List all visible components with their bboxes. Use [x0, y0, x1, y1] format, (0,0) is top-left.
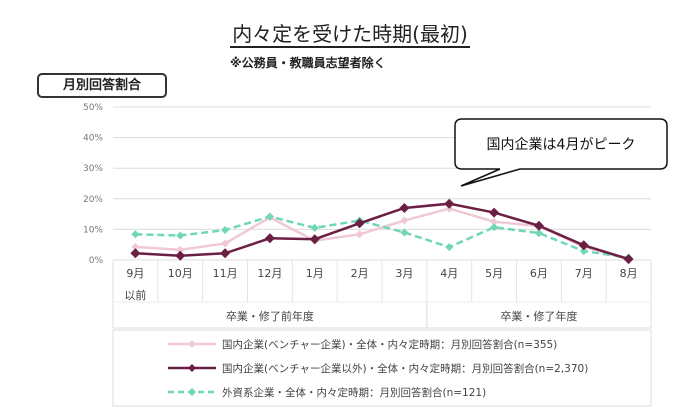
data-point — [131, 242, 140, 251]
legend-box — [112, 329, 652, 407]
unit-label: 月別回答割合 — [37, 73, 167, 98]
y-tick-label: 50% — [83, 103, 103, 113]
y-tick-label: 0% — [89, 256, 104, 266]
chart-subtitle: ※公務員・教職員志望者除く — [230, 56, 386, 70]
data-point — [309, 234, 320, 245]
data-point — [490, 223, 499, 232]
data-point — [354, 218, 365, 229]
legend-marker — [188, 388, 196, 396]
x-tick-label: 11月 — [213, 267, 238, 280]
data-point — [176, 245, 185, 254]
series-line — [135, 215, 629, 259]
y-tick-label: 10% — [83, 225, 103, 235]
callout-bubble: 国内企業は4月がピーク — [454, 118, 668, 187]
data-point — [489, 207, 500, 218]
data-point — [176, 231, 185, 240]
data-point — [490, 217, 499, 226]
data-point — [310, 223, 319, 232]
legend-label: 国内企業(ベンチャー企業以外)・全体・内々定時期：月別回答割合(n=2,370) — [222, 362, 588, 375]
data-point — [131, 230, 140, 239]
y-tick-label: 30% — [83, 164, 103, 174]
data-point — [534, 229, 543, 238]
data-point — [444, 198, 455, 209]
x-tick-label: 6月 — [530, 267, 548, 280]
x-tick-label: 1月 — [306, 267, 324, 280]
x-tick-label: 3月 — [395, 267, 413, 280]
data-point — [400, 216, 409, 225]
data-point — [264, 233, 275, 244]
series-line — [135, 202, 629, 261]
x-tick-label: 8月 — [620, 267, 638, 280]
data-point — [579, 247, 588, 256]
data-point — [221, 226, 230, 235]
x-tick-label: 4月 — [440, 267, 458, 280]
data-point — [265, 212, 274, 221]
y-tick-label: 40% — [83, 134, 103, 144]
x-tick-label: 5月 — [485, 267, 503, 280]
data-point — [220, 248, 231, 259]
legend-marker — [188, 364, 196, 372]
y-tick-label: 20% — [83, 195, 103, 205]
data-point — [533, 220, 544, 231]
data-point — [578, 240, 589, 251]
legend-label: 外資系企業・全体・内々定時期：月別回答割合(n=121) — [222, 386, 486, 399]
legend-label: 国内企業(ベンチャー企業)・全体・内々定時期：月別回答割合(n=355) — [222, 338, 557, 351]
data-point — [623, 254, 634, 265]
data-point — [221, 239, 230, 248]
data-point — [130, 248, 141, 259]
category-group-label: 卒業・修了前年度 — [226, 309, 314, 323]
callout-text: 国内企業は4月がピーク — [487, 136, 636, 153]
chart-title: 内々定を受けた時期(最初) — [0, 18, 700, 48]
x-tick-label: 10月 — [168, 267, 193, 280]
callout-shape — [454, 118, 668, 187]
x-tick-label: 9月 — [126, 267, 144, 280]
category-group-label: 卒業・修了年度 — [500, 309, 577, 323]
data-point — [399, 202, 410, 213]
chart-title-text: 内々定を受けた時期(最初) — [230, 22, 470, 48]
data-point — [175, 250, 186, 261]
data-point — [355, 230, 364, 239]
x-tick-label: 7月 — [575, 267, 593, 280]
data-point — [445, 243, 454, 252]
legend-marker — [188, 340, 196, 348]
x-tick-label: 2月 — [351, 267, 369, 280]
data-point — [400, 228, 409, 237]
x-tick-label: 以前 — [124, 288, 146, 302]
x-tick-label: 12月 — [257, 267, 282, 280]
